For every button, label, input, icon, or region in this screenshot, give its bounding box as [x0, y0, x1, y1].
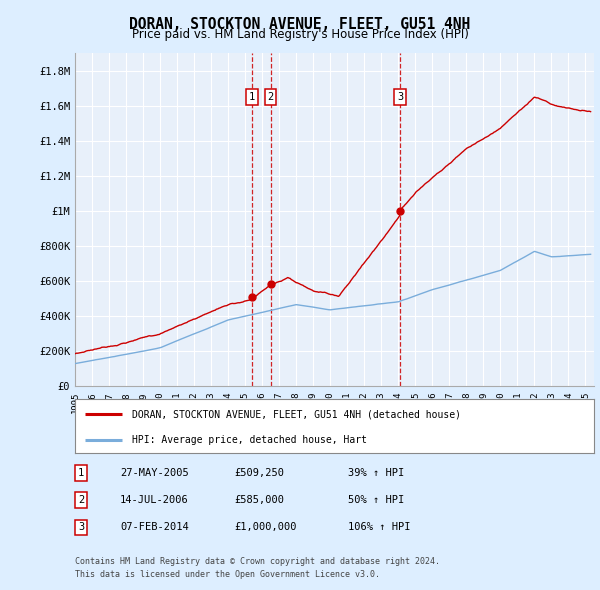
- Text: Contains HM Land Registry data © Crown copyright and database right 2024.: Contains HM Land Registry data © Crown c…: [75, 558, 440, 566]
- Text: Price paid vs. HM Land Registry's House Price Index (HPI): Price paid vs. HM Land Registry's House …: [131, 28, 469, 41]
- Text: £585,000: £585,000: [234, 496, 284, 505]
- Text: 3: 3: [397, 92, 403, 102]
- Text: 14-JUL-2006: 14-JUL-2006: [120, 496, 189, 505]
- Text: 50% ↑ HPI: 50% ↑ HPI: [348, 496, 404, 505]
- Text: 2: 2: [268, 92, 274, 102]
- Text: 3: 3: [78, 523, 84, 532]
- Text: DORAN, STOCKTON AVENUE, FLEET, GU51 4NH (detached house): DORAN, STOCKTON AVENUE, FLEET, GU51 4NH …: [132, 409, 461, 419]
- Text: 1: 1: [249, 92, 255, 102]
- Text: 106% ↑ HPI: 106% ↑ HPI: [348, 523, 410, 532]
- Text: 07-FEB-2014: 07-FEB-2014: [120, 523, 189, 532]
- Text: 1: 1: [78, 468, 84, 478]
- Text: £509,250: £509,250: [234, 468, 284, 478]
- Text: This data is licensed under the Open Government Licence v3.0.: This data is licensed under the Open Gov…: [75, 571, 380, 579]
- Text: 27-MAY-2005: 27-MAY-2005: [120, 468, 189, 478]
- Text: DORAN, STOCKTON AVENUE, FLEET, GU51 4NH: DORAN, STOCKTON AVENUE, FLEET, GU51 4NH: [130, 17, 470, 31]
- Text: £1,000,000: £1,000,000: [234, 523, 296, 532]
- Text: 2: 2: [78, 496, 84, 505]
- Text: 39% ↑ HPI: 39% ↑ HPI: [348, 468, 404, 478]
- Text: HPI: Average price, detached house, Hart: HPI: Average price, detached house, Hart: [132, 435, 367, 444]
